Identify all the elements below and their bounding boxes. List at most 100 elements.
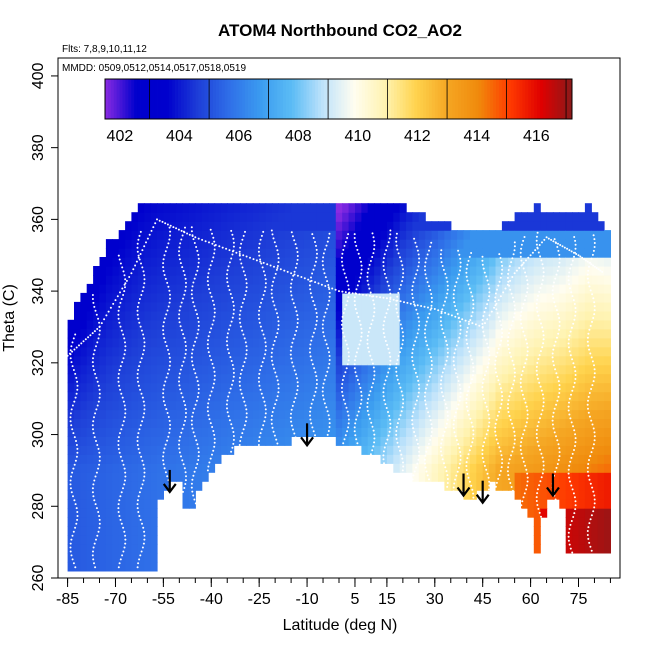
profile-point	[574, 370, 577, 373]
heat-cell	[86, 552, 94, 563]
heat-cell	[501, 481, 509, 491]
heat-cell	[323, 275, 330, 285]
profile-point	[488, 291, 491, 294]
profile-point	[295, 310, 298, 313]
heat-cell	[182, 463, 190, 473]
heat-cell	[105, 454, 113, 464]
profile-point	[542, 460, 545, 463]
heat-cell	[316, 409, 324, 419]
profile-point	[400, 390, 403, 393]
heat-cell	[578, 508, 586, 518]
profile-point	[259, 325, 262, 328]
profile-point	[452, 356, 455, 359]
profile-point	[588, 348, 591, 351]
heat-cell	[150, 292, 158, 303]
heat-cell	[489, 328, 497, 339]
heat-cell	[604, 382, 611, 393]
heat-cell	[335, 409, 343, 419]
profile-point	[484, 338, 487, 341]
heat-cell	[169, 310, 177, 321]
heat-cell	[112, 301, 120, 312]
profile-point	[373, 311, 376, 314]
heat-cell	[278, 292, 286, 303]
profile-point	[501, 462, 504, 465]
profile-point	[238, 384, 241, 387]
heat-cell	[144, 436, 152, 446]
profile-point	[430, 293, 433, 295]
tropopause-point	[478, 324, 481, 327]
heat-cell	[374, 257, 382, 267]
profile-point	[439, 383, 442, 386]
profile-point	[496, 375, 499, 378]
profile-point	[386, 343, 389, 346]
heat-cell	[482, 257, 490, 267]
heat-cell	[259, 275, 267, 285]
heat-cell	[444, 283, 452, 294]
profile-point	[535, 243, 538, 246]
heat-cell	[463, 472, 471, 482]
heat-cell	[578, 283, 586, 294]
heat-cell	[578, 355, 586, 366]
profile-point	[228, 328, 230, 331]
heat-cell	[329, 248, 337, 258]
profile-point	[296, 377, 298, 380]
heat-cell	[355, 436, 362, 446]
tropopause-point	[486, 318, 489, 321]
heat-cell	[291, 319, 299, 330]
profile-point	[590, 356, 593, 359]
heat-cell	[533, 212, 541, 222]
heat-cell	[157, 373, 164, 384]
heat-cell	[150, 301, 158, 312]
heat-cell	[546, 337, 554, 348]
heat-cell	[546, 230, 554, 240]
heat-cell	[310, 283, 318, 294]
heat-cell	[342, 203, 350, 213]
heat-cell	[578, 472, 586, 482]
heat-cell	[418, 364, 426, 375]
heat-cell	[182, 481, 190, 491]
heat-cell	[367, 301, 375, 312]
heat-cell	[578, 382, 586, 393]
profile-point	[401, 276, 404, 279]
heat-cell	[501, 266, 509, 276]
profile-point	[469, 417, 472, 420]
heat-cell	[450, 382, 458, 393]
profile-point	[501, 332, 504, 334]
heat-cell	[67, 418, 75, 428]
heat-cell	[259, 409, 267, 419]
tropopause-point	[592, 264, 595, 267]
profile-point	[551, 415, 554, 418]
heat-cell	[195, 283, 203, 294]
profile-point	[191, 360, 194, 363]
profile-point	[212, 449, 215, 452]
heat-cell	[418, 391, 426, 402]
heat-cell	[559, 283, 567, 294]
heat-cell	[425, 221, 433, 231]
profile-point	[118, 305, 121, 308]
profile-point	[209, 228, 212, 231]
heat-cell	[323, 427, 330, 437]
heat-cell	[533, 319, 541, 330]
heat-cell	[495, 445, 503, 455]
profile-point	[345, 343, 348, 346]
heat-cell	[99, 427, 107, 437]
tropopause-point	[80, 342, 83, 345]
heat-cell	[125, 328, 133, 339]
profile-point	[262, 270, 265, 273]
profile-point	[591, 423, 594, 426]
profile-point	[467, 323, 470, 325]
heat-cell	[508, 400, 516, 411]
heat-cell	[597, 391, 605, 402]
profile-point	[356, 442, 359, 445]
heat-cell	[157, 301, 164, 312]
heat-cell	[604, 409, 611, 419]
arrows-layer	[162, 423, 560, 505]
heat-cell	[297, 221, 305, 231]
tropopause-point	[75, 346, 78, 349]
profile-point	[294, 266, 297, 269]
heat-cell	[329, 301, 337, 312]
profile-point	[136, 372, 139, 375]
profile-point	[430, 304, 433, 307]
heat-cell	[74, 490, 81, 500]
heat-cell	[86, 445, 94, 455]
